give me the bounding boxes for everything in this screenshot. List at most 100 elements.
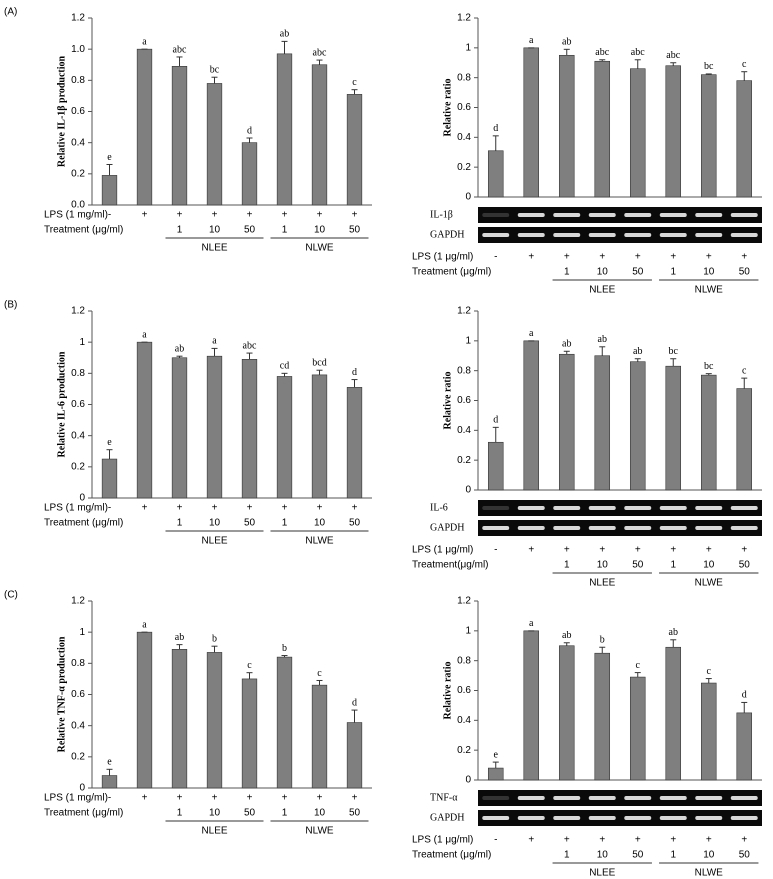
- bar: [665, 365, 682, 491]
- significance-letter: d: [493, 415, 498, 426]
- significance-letter: abc: [243, 340, 257, 351]
- significance-letter: b: [282, 643, 287, 654]
- lps-sign: +: [528, 545, 534, 556]
- gel-label: GAPDH: [430, 229, 464, 240]
- lps-sign: +: [528, 252, 534, 263]
- y-tick-label: 0: [465, 192, 471, 203]
- lps-sign: +: [706, 835, 712, 846]
- y-axis-label: Relative ratio: [442, 371, 453, 429]
- gel-band: [588, 816, 616, 820]
- gel-band: [730, 526, 758, 530]
- dose-label: 10: [597, 560, 609, 571]
- dose-label: 1: [670, 267, 676, 278]
- y-tick-label: 0.6: [71, 399, 85, 410]
- gel-band: [553, 816, 581, 820]
- lps-label: LPS (1 μg/ml): [412, 252, 473, 263]
- dose-label: 50: [739, 560, 751, 571]
- lps-sign: +: [142, 210, 148, 221]
- y-tick-label: 0.6: [457, 102, 471, 113]
- gel-band: [659, 233, 687, 237]
- lps-label: LPS (1 mg/ml): [44, 793, 108, 804]
- significance-letter: ab: [280, 29, 289, 40]
- gel-band: [553, 233, 581, 237]
- significance-letter: a: [142, 329, 147, 340]
- bar: [523, 340, 540, 491]
- lps-sign: +: [317, 210, 323, 221]
- gel-band: [588, 213, 616, 217]
- gel-band: [624, 796, 652, 800]
- lps-sign: +: [212, 210, 218, 221]
- bar: [700, 682, 717, 781]
- y-tick-label: 0.8: [457, 655, 471, 666]
- lps-sign: +: [741, 252, 747, 263]
- dose-label: 1: [564, 850, 570, 861]
- bar: [594, 355, 611, 491]
- bar: [136, 341, 153, 499]
- bar: [101, 458, 118, 499]
- bar: [487, 150, 504, 198]
- bar: [171, 649, 188, 789]
- significance-letter: c: [247, 660, 252, 671]
- group-label: NLWE: [695, 285, 723, 296]
- gel-band: [695, 796, 723, 800]
- lps-sign: +: [352, 503, 358, 514]
- treatment-label: Treatment (μg/ml): [412, 850, 491, 861]
- group-label: NLWE: [305, 536, 333, 547]
- gel-background: [478, 207, 762, 223]
- bar: [311, 374, 328, 499]
- gel-band: [482, 233, 510, 237]
- dose-label: 50: [632, 560, 644, 571]
- lps-label: LPS (1 μg/ml): [412, 835, 473, 846]
- gel-band: [730, 816, 758, 820]
- dose-label: 1: [670, 560, 676, 571]
- gel-band: [695, 816, 723, 820]
- y-tick-label: 1.2: [71, 596, 85, 607]
- y-axis-label: Relative IL-6 production: [56, 351, 67, 457]
- significance-letter: d: [493, 123, 498, 134]
- significance-letter: ab: [562, 630, 571, 641]
- lps-label: LPS (1 mg/ml): [44, 210, 108, 221]
- gel-band: [659, 506, 687, 510]
- panel-label: (B): [4, 300, 17, 311]
- dose-label: 1: [282, 808, 288, 819]
- dose-label: 50: [244, 808, 256, 819]
- dose-label: 1: [177, 225, 183, 236]
- gel-band: [730, 213, 758, 217]
- lps-sign: +: [670, 835, 676, 846]
- gel-band: [624, 506, 652, 510]
- gel-band: [588, 506, 616, 510]
- significance-letter: ab: [633, 346, 642, 357]
- bar: [629, 676, 646, 781]
- significance-letter: bc: [669, 346, 679, 357]
- significance-letter: a: [142, 619, 147, 630]
- significance-letter: c: [707, 666, 712, 677]
- bar: [629, 68, 646, 198]
- lps-sign: +: [352, 793, 358, 804]
- gel-band: [553, 506, 581, 510]
- dose-label: 50: [632, 850, 644, 861]
- bar: [558, 54, 575, 198]
- gel-band: [624, 213, 652, 217]
- bar: [629, 361, 646, 491]
- gel-band: [730, 506, 758, 510]
- gel-band: [553, 526, 581, 530]
- y-tick-label: 1: [465, 42, 471, 53]
- bar: [241, 359, 258, 499]
- gel-band: [659, 526, 687, 530]
- y-tick-label: 0: [79, 493, 85, 504]
- significance-letter: e: [107, 757, 112, 768]
- lps-sign: +: [212, 793, 218, 804]
- treatment-label: Treatment (μg/ml): [44, 225, 123, 236]
- gel-band: [659, 796, 687, 800]
- gel-band: [482, 816, 510, 820]
- gel-background: [478, 520, 762, 536]
- lps-sign: +: [247, 210, 253, 221]
- dose-label: 1: [282, 225, 288, 236]
- lps-sign: +: [177, 210, 183, 221]
- lps-sign: +: [599, 835, 605, 846]
- gel-band: [730, 796, 758, 800]
- y-tick-label: 0.6: [71, 689, 85, 700]
- y-axis-label: Relative ratio: [442, 78, 453, 136]
- y-tick-label: 1: [465, 335, 471, 346]
